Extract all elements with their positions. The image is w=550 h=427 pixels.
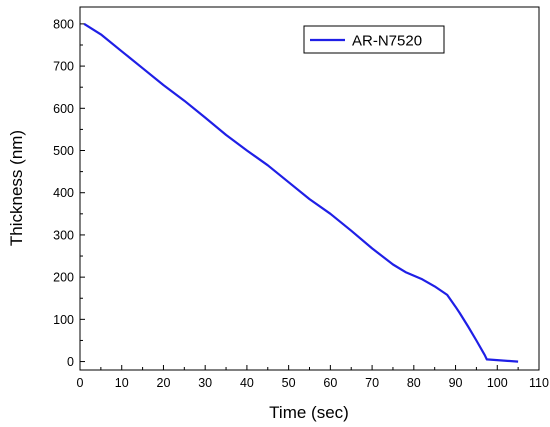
x-tick-label: 40 bbox=[240, 376, 254, 390]
legend: AR-N7520 bbox=[303, 25, 445, 54]
y-axis: 0 100 200 300 400 500 600 700 800 bbox=[53, 17, 85, 369]
x-tick-label: 70 bbox=[365, 376, 379, 390]
y-tick-label: 400 bbox=[53, 186, 74, 200]
y-tick-label: 800 bbox=[53, 17, 74, 31]
y-axis-title: Thickness (nm) bbox=[7, 130, 26, 246]
x-axis: 0 10 20 30 40 50 60 70 80 90 100 110 bbox=[77, 365, 549, 390]
x-tick-label: 0 bbox=[77, 376, 84, 390]
x-tick-label: 50 bbox=[282, 376, 296, 390]
y-tick-label: 300 bbox=[53, 228, 74, 242]
x-tick-label: 30 bbox=[198, 376, 212, 390]
x-tick-label: 60 bbox=[323, 376, 337, 390]
x-tick-label: 80 bbox=[407, 376, 421, 390]
series-layer bbox=[83, 22, 519, 363]
x-tick-label: 10 bbox=[115, 376, 129, 390]
x-axis-title: Time (sec) bbox=[269, 403, 349, 422]
x-tick-label: 100 bbox=[487, 376, 508, 390]
y-tick-label: 100 bbox=[53, 313, 74, 327]
x-tick-label: 110 bbox=[529, 376, 549, 390]
y-tick-label: 0 bbox=[67, 355, 74, 369]
x-tick-label: 20 bbox=[157, 376, 171, 390]
y-tick-label: 700 bbox=[53, 60, 74, 74]
y-tick-label: 500 bbox=[53, 144, 74, 158]
legend-label: AR-N7520 bbox=[352, 33, 422, 50]
y-tick-label: 200 bbox=[53, 271, 74, 285]
x-tick-label: 90 bbox=[449, 376, 463, 390]
plot-frame bbox=[79, 6, 540, 371]
y-tick-label: 600 bbox=[53, 102, 74, 116]
series-line bbox=[83, 22, 519, 363]
